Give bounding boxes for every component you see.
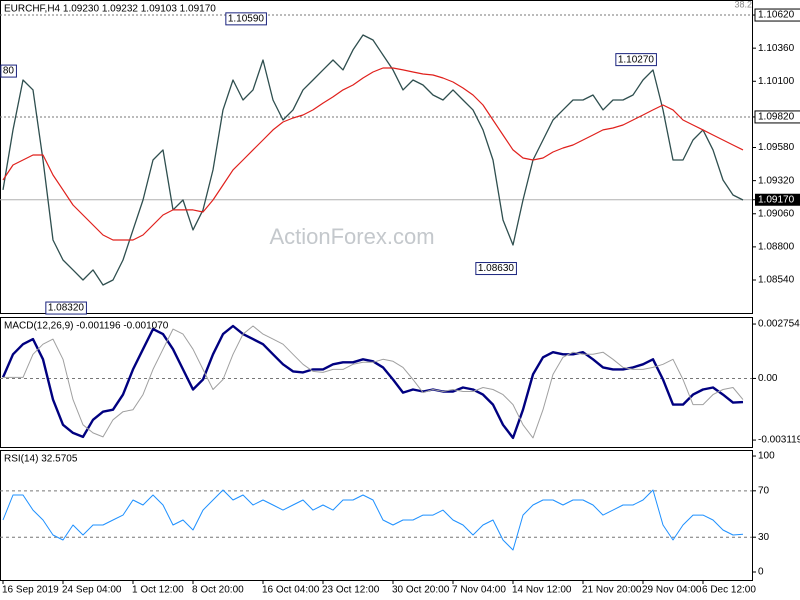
y-tick-label: 1.08540 — [758, 275, 795, 286]
level-box — [754, 110, 800, 124]
panel-title: RSI(14) 32.5705 — [4, 454, 78, 465]
y-tick-label: 1.10360 — [758, 43, 795, 54]
x-tick-label: 16 Oct 04:00 — [262, 585, 320, 596]
y-tick-label: 1.09820 — [758, 112, 795, 123]
price-annotation: 1.08320 — [48, 303, 85, 314]
y-tick-label: 1.09580 — [758, 142, 795, 153]
panel-frame — [0, 450, 753, 581]
y-tick-label: 1.08800 — [758, 242, 795, 253]
price-annotation: 80 — [3, 66, 15, 77]
price-annotation: 1.10590 — [228, 13, 265, 24]
y-tick-label: -0.003119 — [758, 435, 800, 446]
y-tick-label: 1.10620 — [758, 10, 795, 21]
x-tick-label: 6 Dec 12:00 — [702, 585, 756, 596]
price-annotation-box — [45, 301, 87, 315]
y-tick-label: 1.09170 — [758, 194, 795, 205]
price-annotation-box — [0, 64, 17, 78]
watermark: ActionForex.com — [269, 224, 434, 249]
panel-frame — [0, 317, 753, 448]
x-tick-label: 16 Sep 2019 — [2, 585, 59, 596]
y-tick-label: 1.09060 — [758, 208, 795, 219]
y-tick-label: 1.09320 — [758, 175, 795, 186]
price-annotation: 1.08630 — [478, 263, 515, 274]
x-tick-label: 7 Nov 04:00 — [452, 585, 506, 596]
price-annotation-box — [615, 53, 657, 67]
price-annotation-box — [475, 262, 517, 276]
x-tick-label: 21 Nov 20:00 — [582, 585, 642, 596]
series-line — [3, 325, 744, 439]
y-tick-label: 100 — [758, 451, 775, 462]
fib-label: 38.2 — [734, 0, 752, 9]
y-tick-label: 1.10100 — [758, 76, 795, 87]
last-price-box — [755, 193, 800, 206]
panel-title: EURCHF,H4 1.09230 1.09232 1.09103 1.0917… — [4, 4, 216, 15]
x-tick-label: 14 Nov 12:00 — [512, 585, 572, 596]
y-tick-label: 0.00 — [758, 373, 778, 384]
y-tick-label: 0 — [758, 567, 764, 578]
x-tick-label: 23 Oct 12:00 — [322, 585, 380, 596]
x-tick-label: 29 Nov 04:00 — [642, 585, 702, 596]
x-tick-label: 30 Oct 20:00 — [392, 585, 450, 596]
x-tick-label: 24 Sep 04:00 — [62, 585, 122, 596]
series-line — [2, 489, 744, 551]
price-annotation-box — [225, 12, 267, 26]
y-tick-label: 30 — [758, 532, 770, 543]
series-line — [2, 34, 744, 286]
x-tick-label: 1 Oct 12:00 — [132, 585, 184, 596]
level-box — [754, 8, 800, 22]
panel-frame — [0, 0, 753, 314]
y-tick-label: 70 — [758, 485, 770, 496]
series-line — [2, 67, 744, 241]
y-tick-label: 0.002754 — [758, 319, 800, 330]
panel-title: MACD(12,26,9) -0.001196 -0.001070 — [4, 321, 169, 332]
series-line — [1, 324, 744, 440]
price-annotation: 1.10270 — [618, 54, 655, 65]
x-tick-label: 8 Oct 20:00 — [192, 585, 244, 596]
